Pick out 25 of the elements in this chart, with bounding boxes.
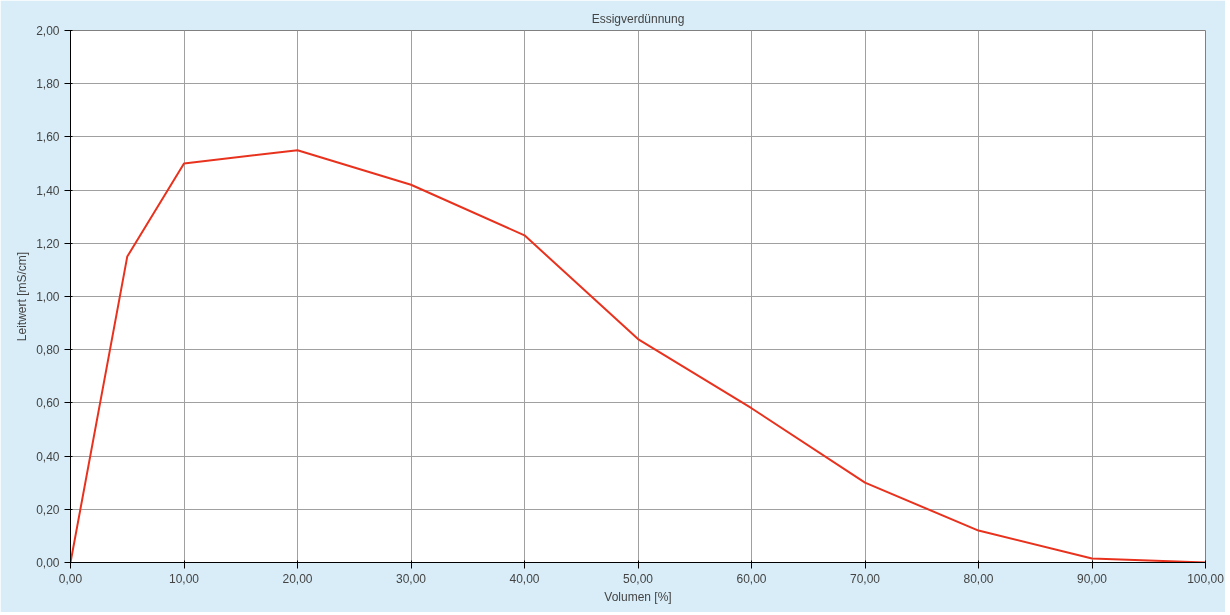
x-tick-label: 40,00 <box>509 571 540 586</box>
y-tick-label: 0,40 <box>36 449 60 464</box>
x-tick-label: 70,00 <box>849 571 881 586</box>
y-tick-label: 1,00 <box>36 290 60 304</box>
y-tick-label: 2,00 <box>36 24 60 38</box>
x-tick-label: 10,00 <box>168 571 200 586</box>
x-tick-label: 90,00 <box>1076 571 1108 586</box>
y-tick-label: 0,20 <box>36 502 60 517</box>
y-tick-label: 0,00 <box>36 556 60 570</box>
chart-title: Essigverdünnung <box>591 11 685 26</box>
x-tick-label: 100,00 <box>1187 571 1225 586</box>
y-tick-label: 0,80 <box>36 343 60 358</box>
x-tick-label: 80,00 <box>963 571 994 586</box>
y-axis-title: Leitwert [mS/cm] <box>15 251 30 342</box>
y-tick-label: 1,80 <box>36 77 60 92</box>
x-tick-label: 30,00 <box>395 571 427 586</box>
x-tick-label: 0,00 <box>58 571 83 586</box>
y-tick-label: 1,20 <box>36 236 60 251</box>
y-tick-label: 0,60 <box>36 396 60 411</box>
x-tick-label: 20,00 <box>282 571 313 586</box>
y-tick-label: 1,60 <box>36 130 60 145</box>
x-tick-label: 50,00 <box>622 571 654 586</box>
x-tick-label: 60,00 <box>736 571 767 586</box>
x-axis-title: Volumen [%] <box>604 589 672 604</box>
y-tick-label: 1,40 <box>36 183 60 198</box>
